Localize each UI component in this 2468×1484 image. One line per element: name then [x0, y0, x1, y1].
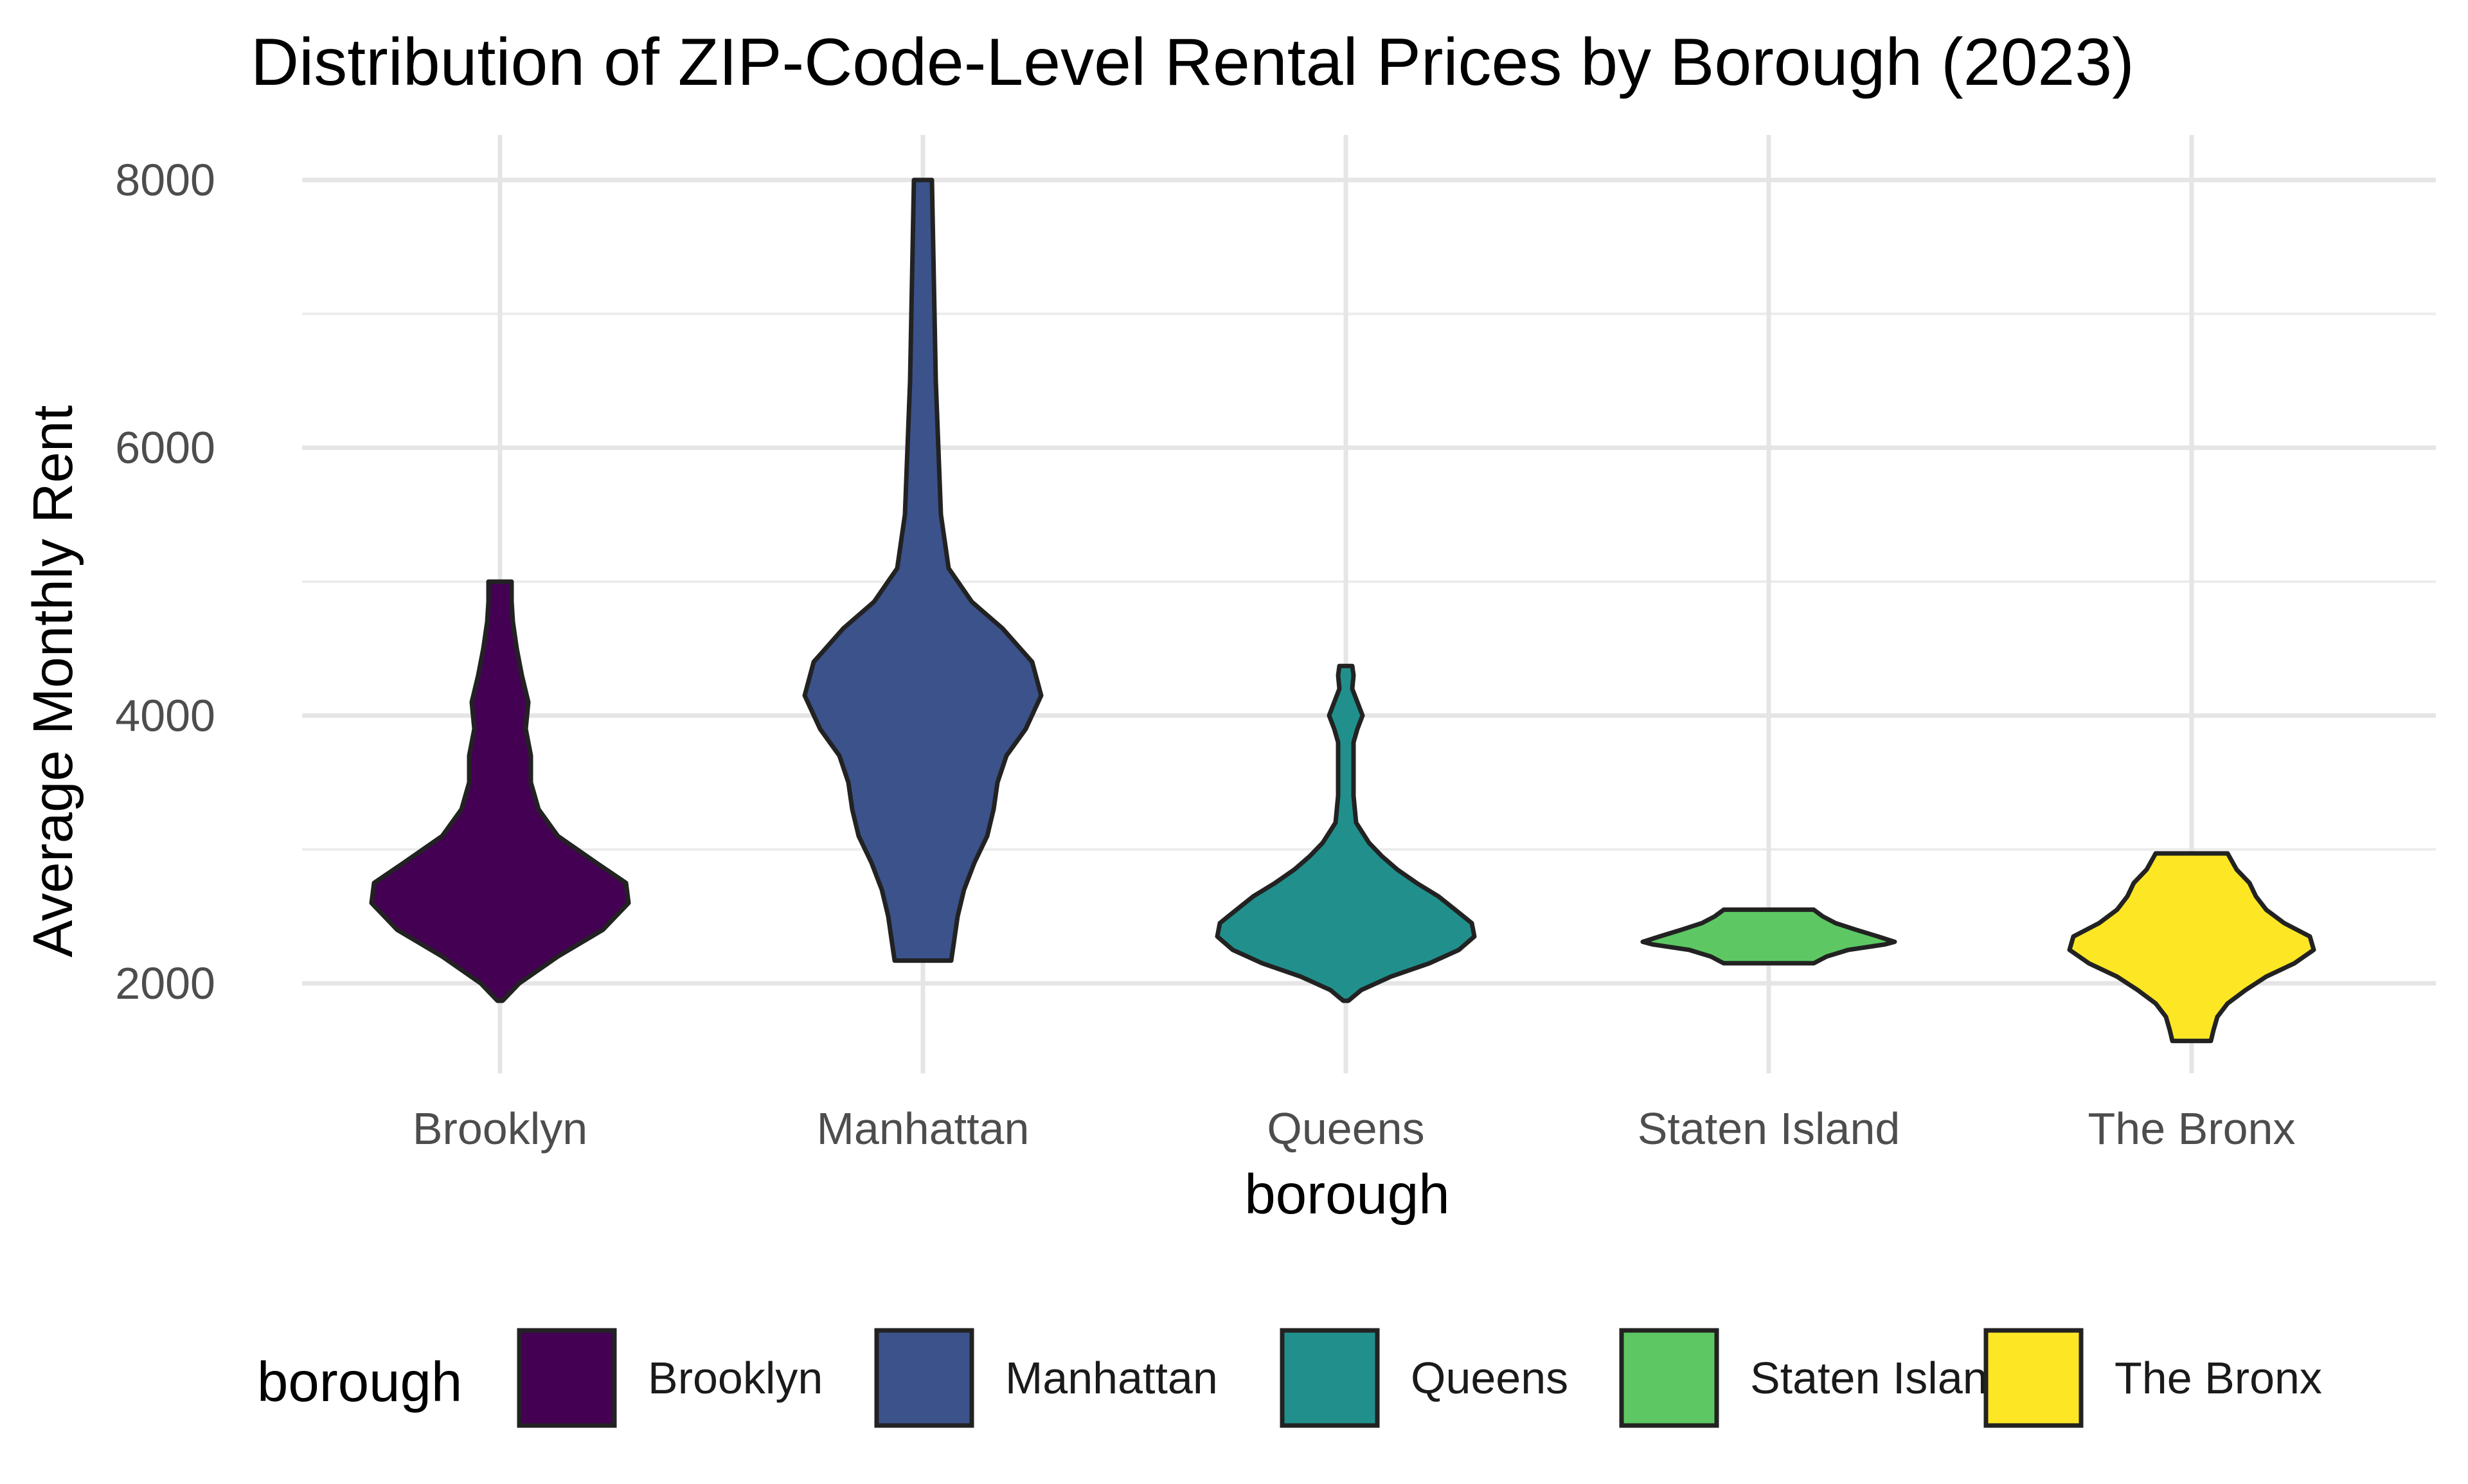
x-tick-label: Brooklyn	[413, 1104, 587, 1154]
legend-key-brooklyn	[517, 1328, 617, 1428]
x-axis-title: borough	[1244, 1163, 1449, 1226]
y-tick-label: 4000	[115, 690, 215, 740]
legend-label-the-bronx: The Bronx	[2115, 1353, 2322, 1403]
legend-label-brooklyn: Brooklyn	[648, 1353, 823, 1403]
legend-key-staten-island	[1619, 1328, 1719, 1428]
y-tick-label: 8000	[115, 155, 215, 205]
legend-label-queens: Queens	[1411, 1353, 1568, 1403]
x-axis-ticks: Brooklyn Manhattan Queens Staten Island The …	[413, 1104, 2296, 1154]
x-tick-label: The Bronx	[2088, 1104, 2296, 1154]
y-axis-title: Average Monthly Rent	[22, 405, 84, 957]
x-tick-label: Manhattan	[817, 1104, 1030, 1154]
legend-title: borough	[257, 1351, 462, 1413]
legend-key-the-bronx	[1983, 1328, 2084, 1428]
violin-brooklyn	[369, 579, 631, 1003]
y-axis-ticks: 2000 4000 6000 8000	[115, 155, 215, 1008]
legend-label-staten-island: Staten Island	[1750, 1353, 2013, 1403]
violin-queens	[1215, 663, 1477, 1003]
chart-title: Distribution of ZIP-Code-Level Rental Pr…	[251, 25, 2134, 100]
violin-staten-island	[1640, 907, 1897, 966]
legend-key-manhattan	[874, 1328, 974, 1428]
violin-the-bronx	[2067, 851, 2316, 1044]
legend: borough Brooklyn Manhattan Queens Staten Is…	[257, 1328, 2322, 1428]
legend-label-manhattan: Manhattan	[1005, 1353, 1218, 1403]
y-tick-label: 6000	[115, 423, 215, 473]
x-tick-label: Staten Island	[1638, 1104, 1900, 1154]
legend-key-queens	[1280, 1328, 1380, 1428]
violins	[369, 177, 2316, 1044]
x-tick-label: Queens	[1267, 1104, 1424, 1154]
y-tick-label: 2000	[115, 958, 215, 1008]
violin-manhattan	[802, 177, 1044, 963]
